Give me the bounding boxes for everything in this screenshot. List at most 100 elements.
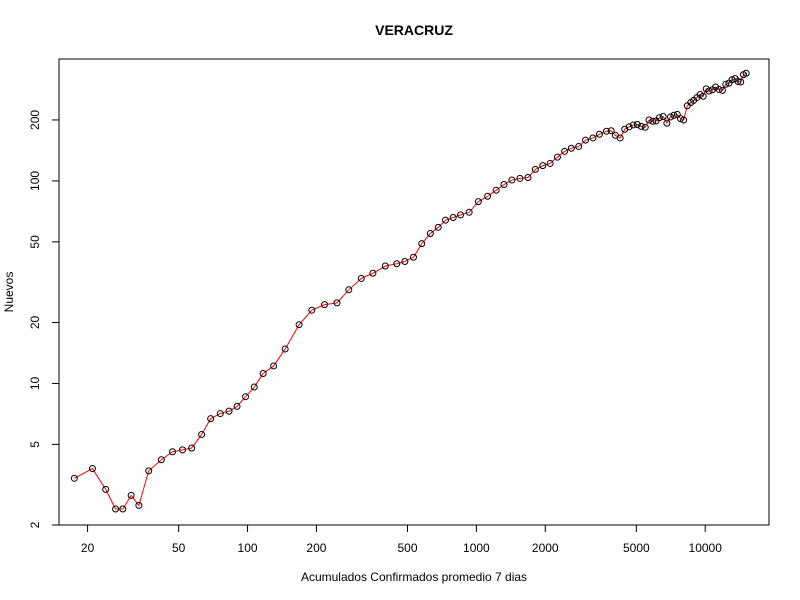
data-point: [616, 134, 624, 142]
x-tick-label: 20: [81, 541, 95, 555]
data-point: [401, 258, 409, 266]
data-point: [663, 119, 671, 127]
data-point: [88, 465, 96, 473]
data-point: [680, 116, 688, 124]
data-point: [295, 321, 303, 329]
x-tick-label: 2000: [532, 541, 559, 555]
data-point: [250, 383, 258, 391]
data-point: [539, 162, 547, 170]
x-tick-label: 50: [172, 541, 186, 555]
data-point: [270, 362, 278, 370]
data-point: [677, 115, 685, 123]
y-tick-label: 10: [28, 376, 42, 390]
data-point: [484, 192, 492, 200]
data-point: [589, 134, 597, 142]
data-point: [112, 505, 120, 513]
series-line: [74, 72, 747, 510]
y-axis: 2 5 10 20 50 100 200: [28, 110, 59, 528]
y-tick-label: 50: [28, 235, 42, 249]
data-point: [500, 181, 508, 189]
data-point: [602, 127, 610, 135]
data-point: [418, 240, 426, 248]
data-point: [381, 262, 389, 270]
data-point: [145, 467, 153, 475]
data-point: [321, 301, 329, 309]
data-point: [449, 213, 457, 221]
data-point: [135, 501, 143, 509]
y-tick-label: 20: [28, 315, 42, 329]
data-point: [393, 260, 401, 268]
data-point: [102, 485, 110, 493]
y-axis-label: Nuevos: [2, 272, 16, 313]
data-point: [207, 415, 215, 423]
y-tick-label: 2: [28, 521, 42, 528]
data-point: [127, 491, 135, 499]
data-point: [198, 430, 206, 438]
data-point: [553, 153, 561, 161]
data-point: [492, 186, 500, 194]
data-point: [474, 198, 482, 206]
data-point: [595, 130, 603, 138]
data-point: [567, 144, 575, 152]
data-point: [70, 474, 78, 482]
data-point: [369, 269, 377, 277]
data-point: [655, 114, 663, 122]
data-point: [699, 92, 707, 100]
x-tick-label: 10000: [689, 541, 723, 555]
data-point: [157, 456, 165, 464]
x-axis-label: Acumulados Confirmados promedio 7 dias: [301, 570, 527, 584]
data-point: [625, 123, 633, 131]
data-point: [734, 77, 742, 85]
data-points: [70, 69, 750, 513]
data-point: [508, 176, 516, 184]
data-point: [670, 111, 678, 119]
data-point: [259, 369, 267, 377]
data-point: [718, 86, 726, 94]
chart-title: VERACRUZ: [375, 22, 453, 38]
data-point: [216, 410, 224, 418]
data-point: [641, 123, 649, 131]
data-point: [281, 345, 289, 353]
data-point: [242, 393, 250, 401]
data-point: [645, 116, 653, 124]
data-point: [233, 402, 241, 410]
x-tick-label: 1000: [463, 541, 490, 555]
data-point: [516, 174, 524, 182]
y-tick-label: 100: [28, 171, 42, 191]
data-point: [629, 121, 637, 129]
data-point: [715, 85, 723, 93]
data-point: [434, 223, 442, 231]
data-point: [722, 80, 730, 88]
data-point: [188, 444, 196, 452]
data-point: [742, 69, 750, 77]
data-point: [465, 208, 473, 216]
data-point: [705, 87, 713, 95]
data-point: [524, 173, 532, 181]
data-point: [666, 113, 674, 121]
data-point: [659, 113, 667, 121]
data-point: [345, 286, 353, 294]
y-tick-label: 200: [28, 110, 42, 130]
data-point: [457, 211, 465, 219]
data-point: [649, 117, 657, 125]
data-point: [607, 127, 615, 135]
data-point: [633, 120, 641, 128]
data-point: [575, 142, 583, 150]
y-tick-label: 5: [28, 441, 42, 448]
data-point: [333, 299, 341, 307]
data-point: [737, 78, 745, 86]
x-tick-label: 500: [397, 541, 417, 555]
data-point: [561, 147, 569, 155]
x-tick-label: 100: [238, 541, 258, 555]
data-point: [225, 407, 233, 415]
data-point: [169, 448, 177, 456]
data-point: [712, 83, 720, 91]
x-tick-label: 5000: [623, 541, 650, 555]
data-point: [582, 136, 590, 144]
data-point: [546, 159, 554, 167]
data-point: [531, 165, 539, 173]
data-point: [357, 274, 365, 282]
x-tick-label: 200: [306, 541, 326, 555]
data-point: [637, 122, 645, 130]
